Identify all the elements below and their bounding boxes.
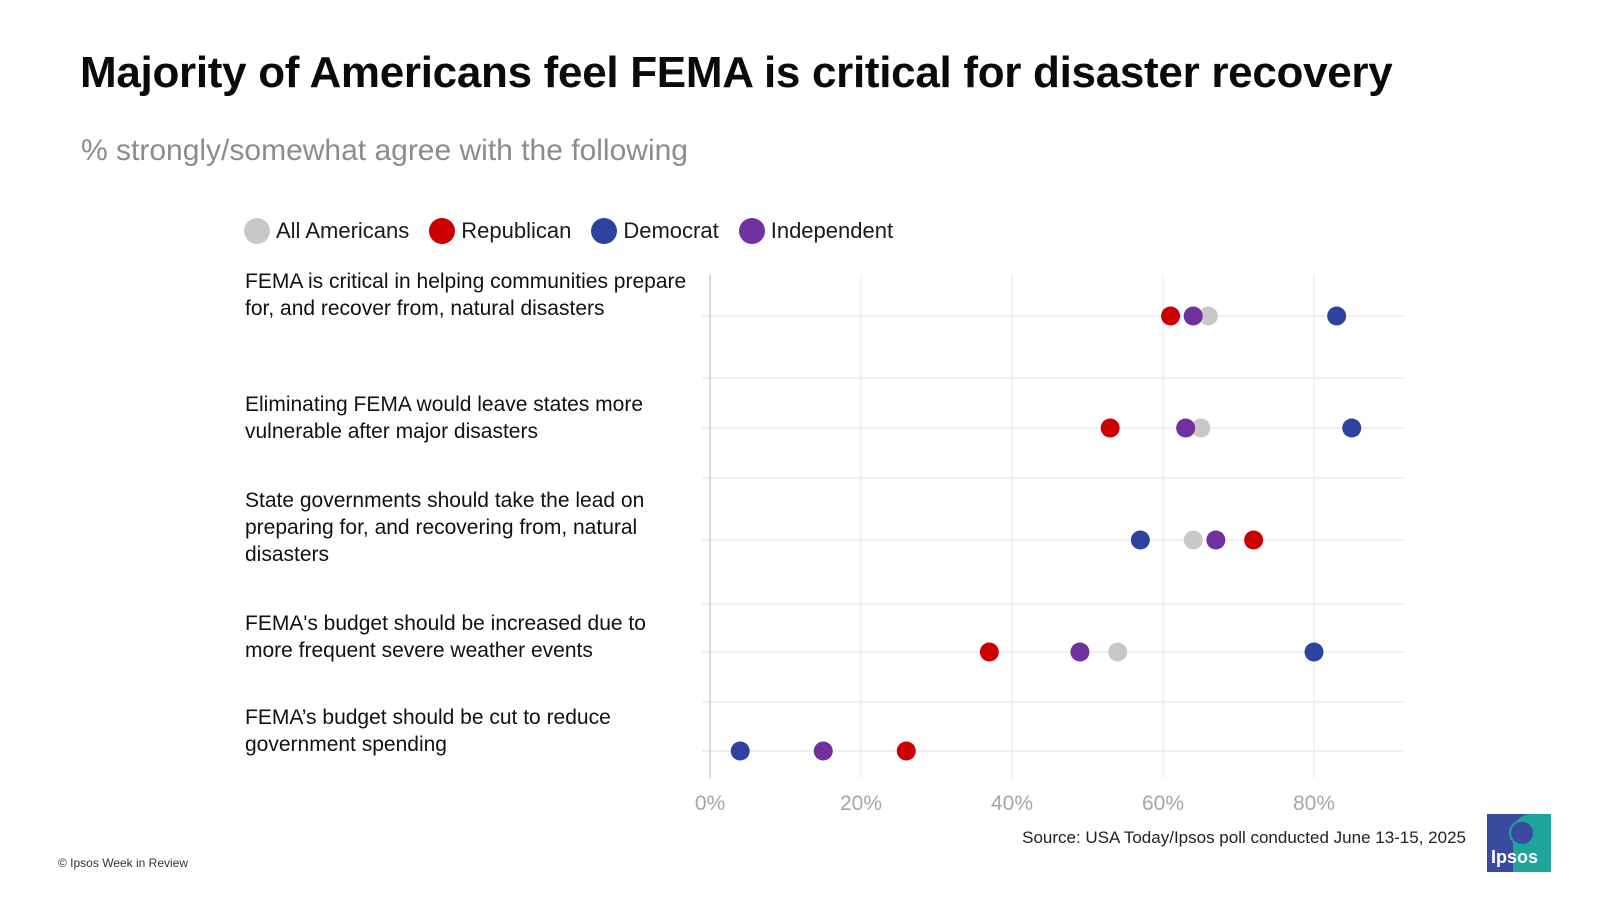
legend-label-all-americans: All Americans xyxy=(276,218,410,243)
x-axis: 0% 20% 40% 60% 80% xyxy=(695,274,1335,815)
data-point-republican xyxy=(1161,306,1181,326)
legend-dot-democrat xyxy=(591,218,618,244)
x-tick-label: 40% xyxy=(991,792,1033,815)
dot-plot: 0% 20% 40% 60% 80% xyxy=(695,274,1405,815)
x-tick-label: 20% xyxy=(840,792,882,815)
data-point-independent xyxy=(1176,418,1196,438)
legend-item-democrat: Democrat xyxy=(591,218,719,244)
grid-lines xyxy=(702,274,1405,778)
page-subtitle: % strongly/somewhat agree with the follo… xyxy=(81,134,688,167)
data-point-republican xyxy=(896,741,916,761)
legend-label-republican: Republican xyxy=(461,218,572,243)
logo-bubble-icon xyxy=(1509,820,1535,846)
data-point-democrat xyxy=(1327,306,1347,326)
data-point-independent xyxy=(1070,642,1090,662)
x-tick-label: 60% xyxy=(1142,792,1184,815)
data-point-independent xyxy=(1206,530,1226,550)
legend-item-republican: Republican xyxy=(429,218,571,244)
row-label-fema-critical: FEMA is critical in helping communities … xyxy=(245,270,687,320)
legend-item-all-americans: All Americans xyxy=(244,218,409,244)
data-point-democrat xyxy=(1130,530,1150,550)
x-tick-label: 80% xyxy=(1293,792,1335,815)
legend-dot-independent xyxy=(738,218,765,244)
row-label-budget-increased: FEMA's budget should be increased due to… xyxy=(245,612,646,662)
data-point-republican xyxy=(979,642,999,662)
data-points xyxy=(730,306,1362,761)
legend-label-independent: Independent xyxy=(770,218,894,243)
data-point-independent xyxy=(813,741,833,761)
logo-text: Ipsos xyxy=(1491,847,1539,867)
page-title: Majority of Americans feel FEMA is criti… xyxy=(80,48,1393,97)
data-point-democrat xyxy=(730,741,750,761)
data-point-republican xyxy=(1244,530,1264,550)
copyright-note: © Ipsos Week in Review xyxy=(58,856,189,870)
legend-dot-all-americans xyxy=(244,218,270,244)
row-label-eliminating-fema: Eliminating FEMA would leave states more… xyxy=(245,393,644,443)
legend-dot-republican xyxy=(429,218,456,244)
x-tick-label: 0% xyxy=(695,792,725,815)
chart-legend: All Americans Republican Democrat Indepe… xyxy=(244,218,913,244)
data-point-democrat xyxy=(1342,418,1362,438)
data-point-all-americans xyxy=(1198,306,1218,326)
data-point-democrat xyxy=(1304,642,1324,662)
row-label-state-governments: State governments should take the lead o… xyxy=(245,489,645,566)
legend-item-independent: Independent xyxy=(738,218,894,244)
data-point-independent xyxy=(1183,306,1203,326)
data-point-all-americans xyxy=(1191,418,1211,438)
source-note: Source: USA Today/Ipsos poll conducted J… xyxy=(1022,828,1466,847)
ipsos-logo: Ipsos xyxy=(1487,814,1551,872)
data-point-all-americans xyxy=(1108,642,1128,662)
data-point-all-americans xyxy=(1183,530,1203,550)
legend-label-democrat: Democrat xyxy=(623,218,719,243)
data-point-republican xyxy=(1100,418,1120,438)
row-label-budget-cut: FEMA’s budget should be cut to reduce go… xyxy=(245,706,611,756)
